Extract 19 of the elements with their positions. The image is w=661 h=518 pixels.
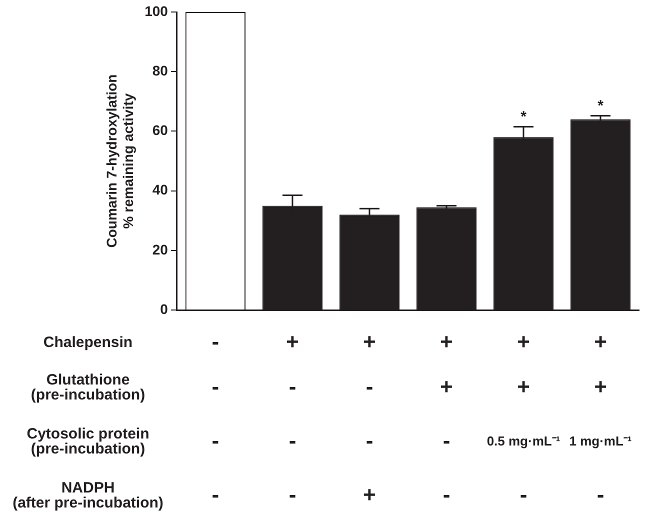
y-tick-label: 100 — [144, 2, 168, 19]
category-label: + + - - — [440, 329, 453, 508]
category-label: + + 1 mg·mL⁻¹ - — [569, 329, 632, 508]
category-label: + - - - — [286, 329, 299, 508]
category-label: - - - - — [212, 329, 220, 508]
data-label: * — [520, 108, 527, 126]
category-label: + + 0.5 mg·mL⁻¹ - — [486, 329, 560, 508]
y-tick-label: 20 — [152, 241, 168, 258]
y-axis-title: Coumarin 7-hydroxylation % remaining activity — [103, 74, 136, 248]
y-tick-label: 60 — [152, 122, 168, 138]
data-label: * — [598, 97, 604, 114]
text: Cytosolic protein (pre-incubation) — [26, 426, 150, 458]
text: Glutathione (pre-incubation) — [30, 372, 146, 404]
y-tick-label: 80 — [152, 62, 168, 78]
y-tick-label: 0 — [160, 300, 168, 317]
text: Chalepensin — [43, 334, 133, 352]
category-label: + - - + — [363, 329, 376, 508]
text: NADPH (after pre-incubation) — [12, 480, 164, 512]
y-tick-label: 40 — [152, 182, 168, 198]
